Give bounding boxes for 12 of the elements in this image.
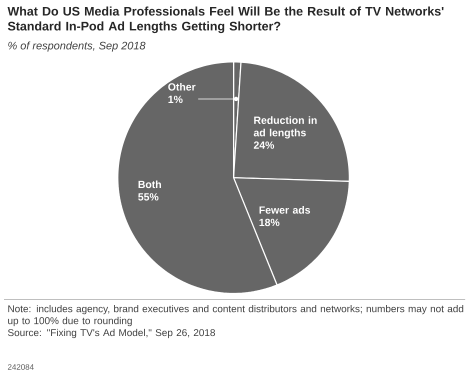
slice-label: Both <box>138 180 161 188</box>
source-note: Source: "Fixing TV's Ad Model," Sep 26, 2018 <box>8 328 216 338</box>
data-label: 24% <box>254 141 274 149</box>
slice-label: Reduction in ad lengths <box>254 116 317 138</box>
data-label: 1% <box>168 96 183 103</box>
chart-title: What Do US Media Professionals Feel Will Be the Result of TV Networks' Standard In-Pod Ad Lengths Getting Shorter? <box>8 6 444 33</box>
data-label: 18% <box>260 218 280 226</box>
slice-label: Fewer ads <box>260 206 310 214</box>
slice-label: Other <box>168 82 196 90</box>
text: Note: includes agency, brand executives and content distributors and networks; numbers may not add up to 100% due to rounding <box>8 304 464 326</box>
chart-subtitle: % of respondents, Sep 2018 <box>8 41 146 52</box>
data-label: 55% <box>138 193 158 200</box>
